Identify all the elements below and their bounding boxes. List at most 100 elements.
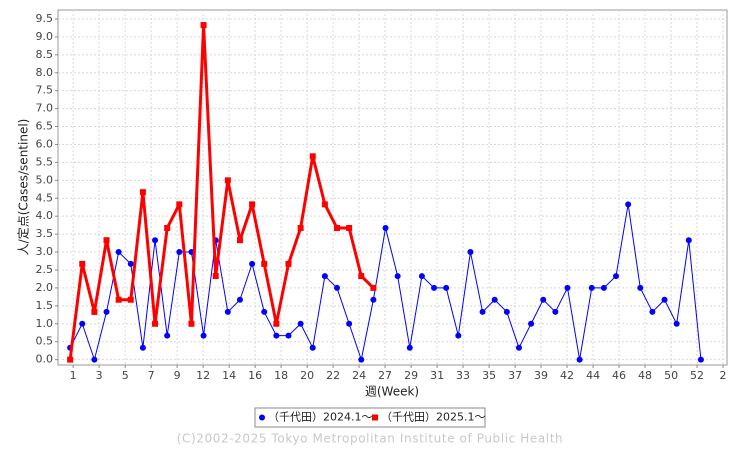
y-tick-label: 9.5 xyxy=(36,12,54,25)
x-tick-label: 46 xyxy=(612,369,626,382)
point xyxy=(406,344,413,351)
point xyxy=(600,284,607,291)
legend-marker xyxy=(259,414,265,421)
point xyxy=(224,308,231,315)
y-tick-label: 4.0 xyxy=(36,209,54,222)
point xyxy=(431,284,438,291)
point xyxy=(576,356,583,363)
x-tick-label: 24 xyxy=(352,369,366,382)
point xyxy=(697,356,704,363)
plot-area xyxy=(57,9,728,366)
point xyxy=(273,320,280,327)
point xyxy=(164,225,171,232)
point xyxy=(309,153,316,160)
y-tick-label: 9.0 xyxy=(36,30,54,43)
point xyxy=(503,308,510,315)
point xyxy=(479,308,486,315)
x-tick-label: 20 xyxy=(300,369,314,382)
point xyxy=(236,237,243,244)
point xyxy=(673,320,680,327)
point xyxy=(249,201,256,208)
y-tick-label: 3.0 xyxy=(36,245,54,258)
legend-box xyxy=(254,407,486,428)
legend-label: （千代田）2025.1～ xyxy=(381,411,486,424)
x-tick-label: 50 xyxy=(664,369,678,382)
point xyxy=(552,308,559,315)
point xyxy=(103,237,110,244)
y-tick-label: 6.5 xyxy=(36,120,54,133)
point xyxy=(79,260,86,267)
point xyxy=(176,249,183,256)
point xyxy=(188,320,195,327)
point xyxy=(261,260,268,267)
point xyxy=(394,273,401,280)
y-tick-label: 3.5 xyxy=(36,227,54,240)
point xyxy=(127,296,134,303)
point xyxy=(443,284,450,291)
x-tick-label: 18 xyxy=(274,369,288,382)
x-tick-label: 5 xyxy=(122,369,129,382)
point xyxy=(382,225,389,232)
point xyxy=(273,332,280,339)
point xyxy=(212,273,219,280)
point xyxy=(334,225,341,232)
point xyxy=(200,22,207,29)
point xyxy=(127,260,134,267)
point xyxy=(467,249,474,256)
x-tick-label: 33 xyxy=(456,369,470,382)
x-tick-label: 29 xyxy=(404,369,418,382)
point xyxy=(491,296,498,303)
point xyxy=(321,201,328,208)
point xyxy=(685,237,692,244)
point xyxy=(334,284,341,291)
point xyxy=(152,237,159,244)
point xyxy=(564,284,571,291)
point xyxy=(370,296,377,303)
y-tick-label: 7.0 xyxy=(36,102,54,115)
point xyxy=(285,260,292,267)
point xyxy=(515,344,522,351)
y-tick-label: 0.5 xyxy=(36,335,54,348)
point xyxy=(321,273,328,280)
point xyxy=(176,201,183,208)
point xyxy=(164,332,171,339)
point xyxy=(649,308,656,315)
point xyxy=(588,284,595,291)
point xyxy=(152,320,159,327)
y-tick-label: 0.0 xyxy=(36,353,54,366)
point xyxy=(115,296,122,303)
point xyxy=(455,332,462,339)
point xyxy=(139,344,146,351)
point xyxy=(346,225,353,232)
x-axis-label: 週(Week) xyxy=(365,385,419,399)
point xyxy=(103,308,110,315)
y-tick-label: 5.5 xyxy=(36,155,54,168)
point xyxy=(613,273,620,280)
x-tick-label: 16 xyxy=(248,369,262,382)
x-tick-label: 31 xyxy=(430,369,444,382)
point xyxy=(67,356,74,363)
point xyxy=(285,332,292,339)
x-tick-label: 39 xyxy=(534,369,548,382)
y-axis-label: 人/定点(Cases/sentinel) xyxy=(16,119,31,256)
point xyxy=(358,273,365,280)
x-tick-label: 52 xyxy=(690,369,704,382)
point xyxy=(625,201,632,208)
point xyxy=(637,284,644,291)
point xyxy=(261,308,268,315)
x-tick-label: 22 xyxy=(326,369,340,382)
y-tick-label: 2.0 xyxy=(36,281,54,294)
point xyxy=(139,189,146,196)
point xyxy=(661,296,668,303)
footer: (C)2002-2025 Tokyo Metropolitan Institut… xyxy=(177,432,564,446)
point xyxy=(249,260,256,267)
point xyxy=(358,356,365,363)
x-tick-label: 37 xyxy=(508,369,522,382)
y-tick-label: 8.0 xyxy=(36,66,54,79)
x-tick-label: 1 xyxy=(70,369,77,382)
point xyxy=(528,320,535,327)
point xyxy=(115,249,122,256)
y-tick-label: 7.5 xyxy=(36,84,54,97)
point xyxy=(346,320,353,327)
